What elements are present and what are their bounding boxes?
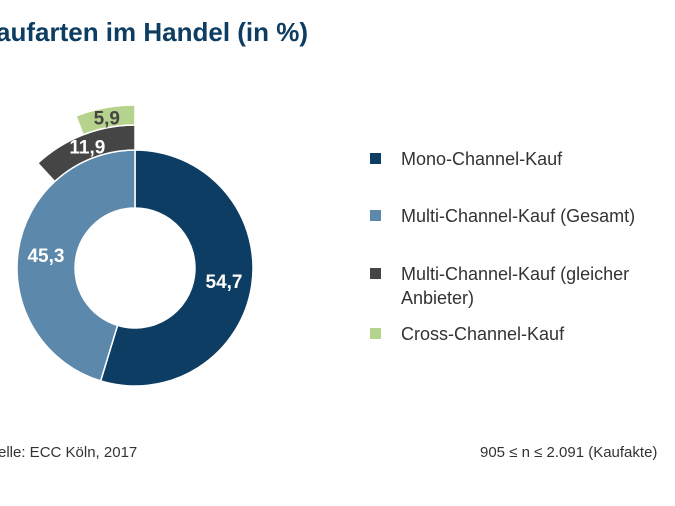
legend-swatch [370,268,381,279]
legend-swatch [370,328,381,339]
outer-slice-1-label: 5,9 [94,109,120,130]
legend-label: Mono-Channel-Kauf [401,149,563,169]
chart-title: aufarten im Handel (in %) [0,17,309,47]
legend-label: Cross-Channel-Kauf [401,324,565,344]
legend-label: Multi-Channel-Kauf (gleicher [401,264,630,284]
legend-swatch [370,210,381,221]
sample-note: 905 ≤ n ≤ 2.091 (Kaufakte) [480,444,658,461]
legend-label-cont: Anbieter) [401,288,475,308]
slice-0 [99,149,254,387]
outer-slice-0-label: 11,9 [69,138,105,159]
outer-slice-1 [74,104,136,136]
slice-0-label: 54,7 [206,272,243,293]
slice-1-label: 45,3 [27,246,64,267]
source-note: elle: ECC Köln, 2017 [0,444,138,461]
legend-label: Multi-Channel-Kauf (Gesamt) [401,206,636,226]
legend-swatch [370,153,381,164]
